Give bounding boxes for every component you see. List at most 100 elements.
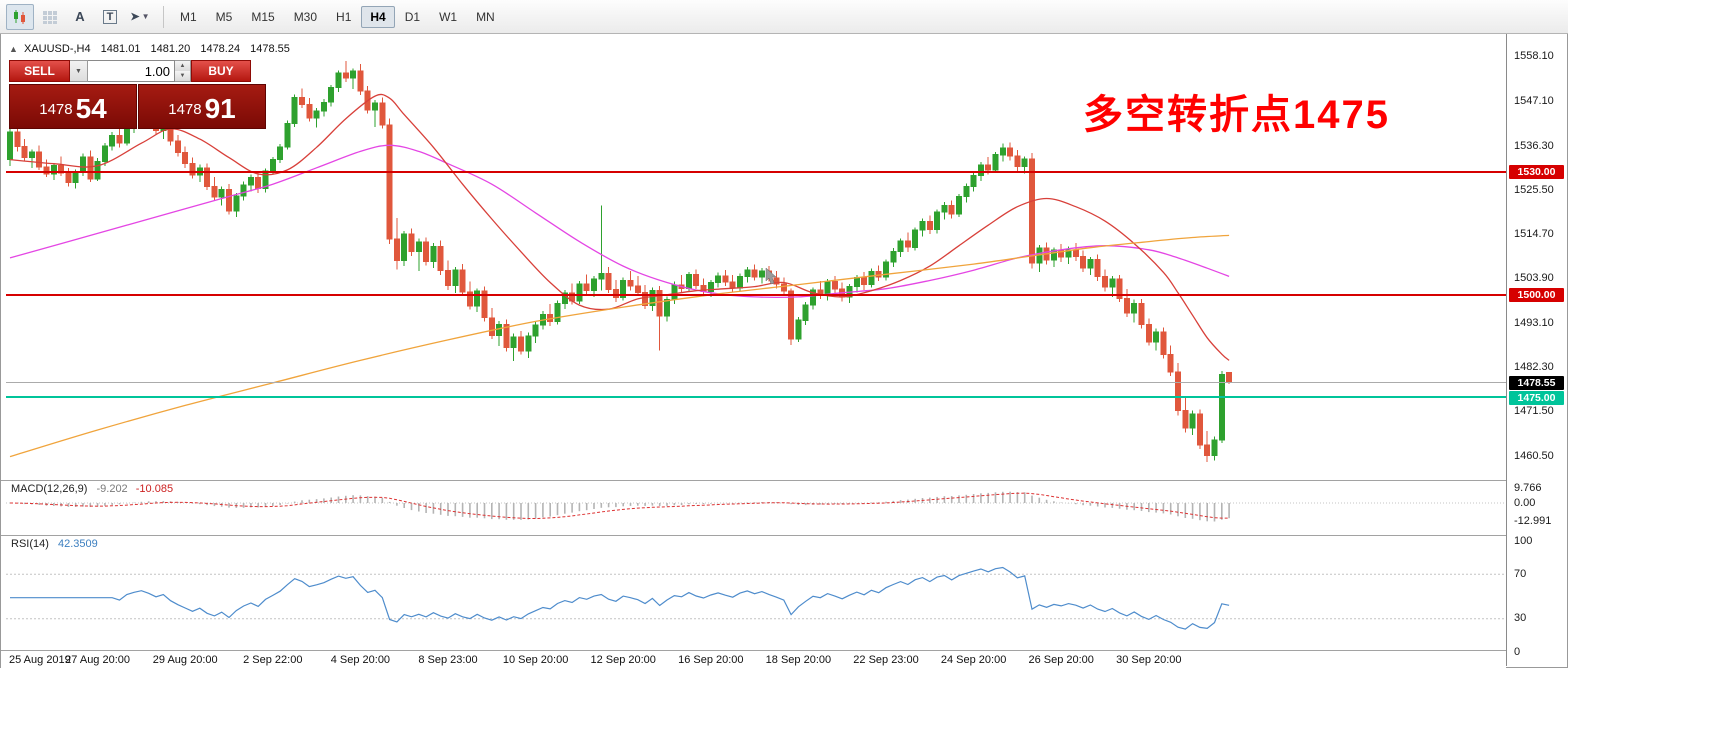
macd-tick: -12.991 [1514,515,1552,528]
panel-resize-handle[interactable] [1,480,1567,481]
ma-orange [9,234,1230,458]
price-tick: 1471.50 [1514,405,1554,418]
time-tick: 10 Sep 20:00 [502,654,569,666]
label-tool-glyph: T [102,9,118,24]
price-tick: 1460.50 [1514,450,1554,463]
rsi-tick: 0 [1514,645,1521,658]
close-value: 1478.55 [250,43,290,55]
buy-price-main: 1478 [168,101,202,118]
timeframe-m15[interactable]: M15 [251,9,275,24]
macd-signal-value: -10.085 [135,483,174,495]
buy-price-pips: 91 [204,93,236,124]
timeframe-w1[interactable]: W1 [439,9,458,24]
macd-label: MACD(12,26,9) -9.202 -10.085 [11,483,173,495]
high-value: 1481.20 [150,43,191,55]
volume-stepper: ▲ ▼ [175,60,191,82]
widget-collapse-button[interactable]: ▲ [9,44,18,54]
candlestick-chart-icon[interactable] [6,3,34,30]
time-tick: 4 Sep 20:00 [330,654,391,666]
rsi-value: 42.3509 [57,538,98,550]
open-value: 1481.01 [100,43,141,55]
sell-button[interactable]: SELL [9,60,70,82]
timeframe-h4[interactable]: H4 [361,5,395,28]
rsi-name: RSI(14) [11,538,49,550]
text-tool-icon[interactable]: A [75,9,85,24]
ma-red [9,93,1230,361]
timeframe-m5[interactable]: M5 [215,9,233,24]
ma-magenta [9,144,1230,298]
price-axis[interactable]: 1558.10 1547.10 1536.30 1525.50 1514.70 1503.… [1506,34,1567,666]
price-tag: 1475.00 [1509,390,1564,405]
time-tick: 18 Sep 20:00 [765,654,832,666]
buy-button[interactable]: BUY [191,60,251,82]
one-click-trading-widget: SELL ▼ ▲ ▼ BUY 1478 54 1478 91 [9,60,267,129]
grid-icon[interactable] [36,4,64,30]
time-tick: 22 Sep 23:00 [853,654,919,666]
price-tick: 1536.30 [1514,139,1554,152]
price-tick: 1493.10 [1514,316,1554,329]
macd-canvas[interactable] [6,481,1506,534]
grid-glyph [43,10,57,24]
timeframe-toolbar: M1 M5 M15 M30 H1 H4 D1 W1 MN [171,5,505,28]
rsi-tick: 100 [1514,534,1533,547]
time-tick: 12 Sep 20:00 [590,654,656,666]
chevron-down-icon: ▼ [75,67,82,75]
panel-resize-handle[interactable] [1,650,1567,651]
volume-step-up-button[interactable]: ▲ [175,61,190,71]
panel-resize-handle[interactable] [1,535,1567,536]
cursor-glyph: ➤ [130,11,140,23]
timeframe-mn[interactable]: MN [476,9,495,24]
macd-tick: 0.00 [1514,496,1536,509]
mouse-cursor [765,267,777,285]
timeframe-h1[interactable]: H1 [336,9,352,24]
price-chart-canvas[interactable] [6,40,1506,480]
time-tick: 26 Sep 20:00 [1028,654,1094,666]
sell-price-main: 1478 [39,101,73,118]
rsi-tick: 70 [1514,567,1527,580]
ohlc-header: ▲ XAUUSD-,H4 1481.01 1481.20 1478.24 147… [9,43,297,55]
price-tag: 1478.55 [1509,376,1564,391]
sell-price-pips: 54 [75,93,107,124]
price-tag: 1500.00 [1509,288,1564,303]
rsi-tick: 30 [1514,612,1527,625]
price-tick: 1547.10 [1514,95,1554,108]
timeframe-m30[interactable]: M30 [293,9,318,24]
time-tick: 25 Aug 2019 [9,654,71,666]
chevron-down-icon: ▼ [141,12,150,21]
price-tick: 1525.50 [1514,183,1554,196]
chart-window: ▲ XAUUSD-,H4 1481.01 1481.20 1478.24 147… [0,34,1568,668]
volume-dropdown-button[interactable]: ▼ [70,60,88,82]
time-tick: 24 Sep 20:00 [940,654,1007,666]
low-value: 1478.24 [200,43,241,55]
volume-step-down-button[interactable]: ▼ [175,71,190,81]
price-tick: 1558.10 [1514,50,1554,63]
time-tick: 8 Sep 23:00 [418,654,478,666]
chart-annotation-text: 多空转折点1475 [1083,93,1390,137]
price-tick: 1482.30 [1514,360,1554,373]
price-tick: 1503.90 [1514,272,1554,285]
time-axis[interactable]: 25 Aug 2019 27 Aug 20:00 29 Aug 20:00 2 Sep… [1,651,1506,668]
cursor-tool-icon[interactable]: ➤ ▼ [126,4,154,30]
time-tick: 30 Sep 20:00 [1116,654,1182,666]
timeframe-m1[interactable]: M1 [180,9,197,24]
candlestick-glyph [14,9,25,24]
price-tick: 1514.70 [1514,228,1554,241]
sell-price-panel[interactable]: 1478 54 [9,84,137,129]
macd-main-value: -9.202 [96,483,128,495]
time-tick: 16 Sep 20:00 [678,654,744,666]
timeframe-d1[interactable]: D1 [404,9,421,24]
rsi-canvas[interactable] [6,536,1506,649]
label-tool-icon[interactable]: T [96,4,124,30]
price-tag: 1530.00 [1509,165,1564,180]
macd-tick: 9.766 [1514,482,1542,495]
toolbar-separator [163,5,164,28]
volume-input[interactable] [88,60,175,82]
time-tick: 27 Aug 20:00 [65,654,131,666]
symbol-period-label: XAUUSD-,H4 [23,43,91,55]
time-tick: 29 Aug 20:00 [152,654,218,666]
rsi-label: RSI(14) 42.3509 [11,538,98,550]
toolbar: A T ➤ ▼ M1 M5 M15 M30 H1 H4 D1 W1 MN [0,0,1568,34]
buy-price-panel[interactable]: 1478 91 [138,84,266,129]
macd-name: MACD(12,26,9) [11,483,88,495]
